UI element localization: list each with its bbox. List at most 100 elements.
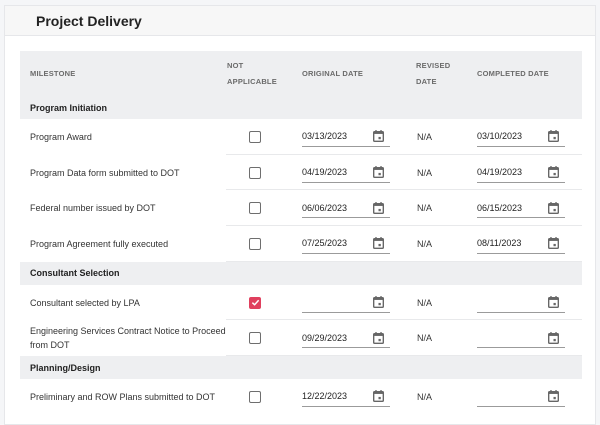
original-date-cell: 12/22/2023 [302, 379, 416, 415]
revised-date-cell: N/A [416, 119, 477, 155]
group-header: Program Initiation [20, 96, 582, 119]
calendar-icon[interactable] [373, 237, 384, 250]
original-date-value: 09/29/2023 [302, 332, 348, 343]
completed-date-input[interactable] [477, 387, 565, 407]
calendar-icon[interactable] [548, 237, 559, 250]
original-date-input[interactable]: 04/19/2023 [302, 163, 390, 183]
calendar-icon[interactable] [373, 390, 384, 403]
calendar-icon[interactable] [548, 296, 559, 309]
project-delivery-card: Project Delivery MILESTONE NOT APPLICABLE… [4, 5, 596, 425]
completed-date-input[interactable]: 08/11/2023 [477, 234, 565, 254]
milestone-cell: Consultant selected by LPA [20, 285, 227, 321]
table-row: Program Data form submitted to DOT 04/19… [20, 155, 582, 191]
completed-date-value: 04/19/2023 [477, 167, 523, 178]
table-body: Program Initiation Program Award 03/13/2… [20, 96, 582, 415]
calendar-icon[interactable] [373, 201, 384, 214]
calendar-icon[interactable] [548, 166, 559, 178]
completed-date-cell: 06/15/2023 [477, 190, 582, 226]
table-row: Program Award 03/13/2023 N/A 03/10/2023 [20, 119, 582, 155]
revised-date-cell: N/A [416, 190, 477, 226]
page-scrollbar[interactable] [596, 0, 600, 408]
completed-date-input[interactable]: 03/10/2023 [477, 127, 565, 147]
calendar-icon[interactable] [373, 166, 384, 178]
revised-date-value: N/A [417, 131, 433, 142]
revised-date-value: N/A [417, 167, 433, 178]
table-header: MILESTONE NOT APPLICABLE ORIGINAL DATE RE… [20, 51, 582, 96]
calendar-icon[interactable] [373, 296, 384, 309]
original-date-input[interactable]: 12/22/2023 [302, 387, 390, 407]
calendar-icon[interactable] [548, 331, 559, 344]
original-date-input[interactable]: 09/29/2023 [302, 328, 390, 349]
completed-date-cell [477, 285, 582, 321]
not-applicable-cell [227, 285, 302, 321]
milestone-cell: Preliminary and ROW Plans submitted to D… [20, 379, 227, 415]
original-date-input[interactable]: 06/06/2023 [302, 198, 390, 219]
completed-date-cell [477, 379, 582, 415]
header-milestone: MILESTONE [30, 68, 76, 78]
header-revised-date-line2: DATE [416, 76, 437, 86]
completed-date-value: 03/10/2023 [477, 131, 523, 142]
revised-date-cell: N/A [416, 379, 477, 415]
calendar-icon[interactable] [373, 130, 384, 143]
completed-date-input[interactable] [477, 293, 565, 313]
header-not-applicable: NOT APPLICABLE [227, 51, 302, 96]
milestone-cell: Engineering Services Contract Notice to … [20, 320, 227, 356]
not-applicable-cell [227, 379, 302, 415]
calendar-icon[interactable] [548, 201, 559, 214]
completed-date-cell: 03/10/2023 [477, 119, 582, 155]
original-date-cell: 07/25/2023 [302, 226, 416, 262]
original-date-input[interactable]: 03/13/2023 [302, 127, 390, 147]
original-date-value: 03/13/2023 [302, 131, 348, 142]
milestone-table: MILESTONE NOT APPLICABLE ORIGINAL DATE RE… [20, 51, 582, 415]
original-date-value: 04/19/2023 [302, 167, 348, 178]
calendar-icon[interactable] [548, 390, 559, 403]
calendar-icon[interactable] [373, 331, 384, 344]
completed-date-cell: 08/11/2023 [477, 226, 582, 262]
not-applicable-checkbox[interactable] [249, 390, 261, 403]
not-applicable-checkbox[interactable] [249, 237, 261, 250]
header-completed-date: COMPLETED DATE [477, 68, 549, 78]
milestone-label: Program Award [30, 131, 92, 142]
revised-date-value: N/A [417, 238, 433, 249]
milestone-label: Preliminary and ROW Plans submitted to D… [30, 391, 216, 402]
group-header: Planning/Design [20, 356, 582, 380]
original-date-input[interactable] [302, 293, 390, 313]
original-date-input[interactable]: 07/25/2023 [302, 234, 390, 254]
completed-date-value: 06/15/2023 [477, 202, 523, 213]
completed-date-input[interactable] [477, 328, 565, 349]
not-applicable-checkbox[interactable] [249, 332, 261, 345]
not-applicable-cell [227, 155, 302, 191]
milestone-cell: Federal number issued by DOT [20, 190, 227, 226]
milestone-label: Consultant selected by LPA [30, 297, 140, 308]
original-date-value: 12/22/2023 [302, 391, 348, 402]
milestone-cell: Program Data form submitted to DOT [20, 155, 227, 191]
revised-date-cell: N/A [416, 226, 477, 262]
card-title: Project Delivery [36, 12, 142, 29]
not-applicable-checkbox[interactable] [249, 296, 261, 309]
original-date-cell: 04/19/2023 [302, 155, 416, 191]
milestone-cell: Program Award [20, 119, 227, 155]
calendar-icon[interactable] [548, 130, 559, 143]
original-date-cell [302, 285, 416, 321]
completed-date-input[interactable]: 04/19/2023 [477, 163, 565, 183]
revised-date-cell: N/A [416, 155, 477, 191]
milestone-label: Engineering Services Contract Notice to … [30, 326, 226, 351]
header-not-applicable-line1: NOT [227, 60, 244, 70]
not-applicable-cell [227, 320, 302, 356]
completed-date-cell [477, 320, 582, 356]
table-row: Federal number issued by DOT 06/06/2023 … [20, 190, 582, 226]
not-applicable-checkbox[interactable] [249, 130, 261, 143]
group-title: Program Initiation [30, 102, 108, 113]
original-date-value: 06/06/2023 [302, 202, 348, 213]
not-applicable-checkbox[interactable] [249, 202, 261, 215]
card-header: Project Delivery [5, 6, 595, 36]
completed-date-value: 08/11/2023 [477, 238, 522, 249]
header-original-date: ORIGINAL DATE [302, 68, 364, 78]
revised-date-cell: N/A [416, 285, 477, 321]
not-applicable-cell [227, 190, 302, 226]
not-applicable-checkbox[interactable] [249, 166, 261, 179]
header-revised-date-line1: REVISED [416, 60, 451, 70]
completed-date-cell: 04/19/2023 [477, 155, 582, 191]
completed-date-input[interactable]: 06/15/2023 [477, 198, 565, 219]
original-date-cell: 09/29/2023 [302, 320, 416, 356]
